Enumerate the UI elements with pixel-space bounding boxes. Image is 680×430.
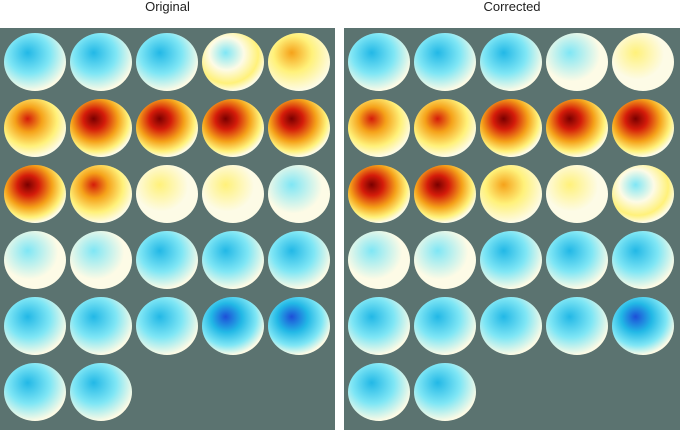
topomap-corrected-25 bbox=[612, 297, 674, 355]
topomap-corrected-13 bbox=[480, 165, 542, 223]
panel-title-corrected: Corrected bbox=[483, 0, 541, 14]
topomap-original-14 bbox=[202, 165, 264, 223]
topomap-original-9 bbox=[202, 99, 264, 157]
panel-corrected bbox=[344, 28, 680, 430]
topomap-corrected-15 bbox=[612, 165, 674, 223]
topomap-original-21 bbox=[4, 297, 66, 355]
topomap-corrected-17 bbox=[414, 231, 476, 289]
topomap-original-18 bbox=[136, 231, 198, 289]
topomap-corrected-11 bbox=[348, 165, 410, 223]
topomap-corrected-4 bbox=[546, 33, 608, 91]
topomap-original-19 bbox=[202, 231, 264, 289]
topomap-corrected-27 bbox=[414, 363, 476, 421]
topomap-original-20 bbox=[268, 231, 330, 289]
topomap-corrected-26 bbox=[348, 363, 410, 421]
topomap-original-23 bbox=[136, 297, 198, 355]
topomap-original-13 bbox=[136, 165, 198, 223]
topomap-corrected-21 bbox=[348, 297, 410, 355]
topomap-corrected-22 bbox=[414, 297, 476, 355]
topomap-corrected-2 bbox=[414, 33, 476, 91]
topomap-original-27 bbox=[70, 363, 132, 421]
topomap-original-17 bbox=[70, 231, 132, 289]
topomap-original-5 bbox=[268, 33, 330, 91]
topomap-grid-original bbox=[4, 33, 330, 421]
topomap-corrected-19 bbox=[546, 231, 608, 289]
topomap-corrected-6 bbox=[348, 99, 410, 157]
topomap-original-6 bbox=[4, 99, 66, 157]
panel-title-original: Original bbox=[145, 0, 190, 14]
topomap-corrected-10 bbox=[612, 99, 674, 157]
topomap-original-2 bbox=[70, 33, 132, 91]
topomap-corrected-23 bbox=[480, 297, 542, 355]
topomap-original-15 bbox=[268, 165, 330, 223]
topomap-corrected-18 bbox=[480, 231, 542, 289]
topomap-original-1 bbox=[4, 33, 66, 91]
topomap-corrected-14 bbox=[546, 165, 608, 223]
topomap-original-16 bbox=[4, 231, 66, 289]
topomap-original-10 bbox=[268, 99, 330, 157]
topomap-corrected-24 bbox=[546, 297, 608, 355]
topomap-corrected-9 bbox=[546, 99, 608, 157]
topomap-corrected-8 bbox=[480, 99, 542, 157]
topomap-corrected-20 bbox=[612, 231, 674, 289]
topomap-original-3 bbox=[136, 33, 198, 91]
topomap-corrected-3 bbox=[480, 33, 542, 91]
topomap-corrected-1 bbox=[348, 33, 410, 91]
topomap-original-12 bbox=[70, 165, 132, 223]
topomap-original-11 bbox=[4, 165, 66, 223]
topomap-original-25 bbox=[268, 297, 330, 355]
topomap-original-26 bbox=[4, 363, 66, 421]
topomap-original-24 bbox=[202, 297, 264, 355]
topomap-corrected-7 bbox=[414, 99, 476, 157]
topomap-corrected-16 bbox=[348, 231, 410, 289]
topomap-corrected-5 bbox=[612, 33, 674, 91]
topomap-original-7 bbox=[70, 99, 132, 157]
panel-original bbox=[0, 28, 335, 430]
topomap-original-8 bbox=[136, 99, 198, 157]
topomap-grid-corrected bbox=[348, 33, 674, 421]
topomap-corrected-12 bbox=[414, 165, 476, 223]
topomap-original-22 bbox=[70, 297, 132, 355]
topomap-original-4 bbox=[202, 33, 264, 91]
